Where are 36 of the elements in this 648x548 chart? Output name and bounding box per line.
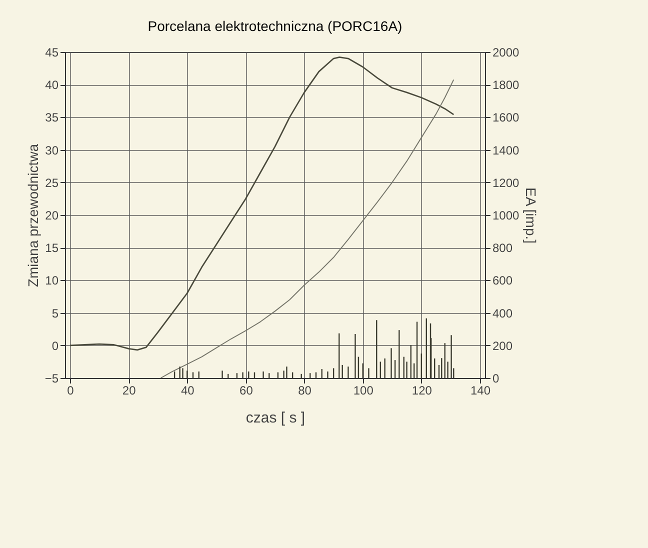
y2-tick-label: 1200 [492,176,520,190]
y2-tick-label: 200 [492,338,513,353]
y-tick-label: 45 [45,46,59,60]
y2-tick-label: 1800 [492,78,520,92]
y-tick-label: 40 [45,78,59,92]
y2-tick-label: 800 [492,241,513,256]
y2-tick-label: 1400 [492,143,520,158]
y-tick-label: 15 [45,241,59,256]
y-tick-label: 30 [45,143,59,158]
y2-axis-title: EA [imp.] [523,187,540,244]
line-series [160,79,454,378]
x-tick-label: 40 [180,384,195,398]
x-tick-label: 0 [67,384,74,398]
y-tick-label: 25 [45,176,59,190]
y-axis-title: Zmiana przewodnictwa [24,144,41,288]
x-tick-label: 80 [298,384,312,398]
x-axis-title: czas [ s ] [246,410,306,426]
y2-tick-label: 1600 [492,110,520,125]
y2-tick-label: 2000 [492,46,520,60]
y2-tick-label: 400 [492,306,513,320]
y-tick-label: 10 [45,274,59,288]
x-tick-label: 20 [122,384,136,398]
chart-title: Porcelana elektrotechniczna (PORC16A) [148,18,402,34]
y-tick-label: 5 [52,306,59,320]
line-series [69,56,454,351]
x-tick-label: 120 [412,384,432,398]
y2-tick-label: 1000 [492,208,520,222]
x-tick-label: 60 [240,384,254,398]
y-tick-label: 20 [45,208,59,222]
y-tick-label: −5 [44,372,59,386]
x-tick-label: 100 [353,384,374,398]
y2-tick-label: 600 [492,274,513,288]
x-tick-label: 140 [470,384,491,398]
y-tick-label: 0 [52,338,59,353]
y2-tick-label: 0 [492,372,500,386]
y-tick-label: 35 [45,110,59,125]
